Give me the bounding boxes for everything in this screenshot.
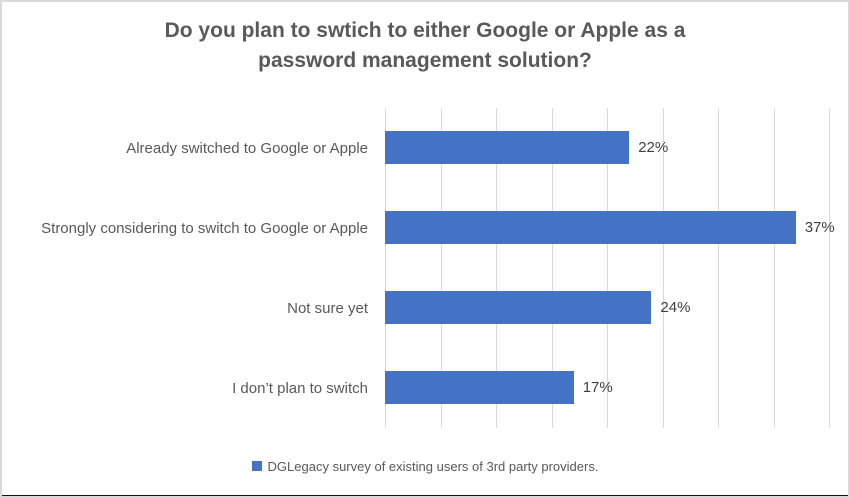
gridline [773, 108, 775, 428]
legend: DGLegacy survey of existing users of 3rd… [2, 454, 848, 478]
bar [385, 131, 630, 164]
category-label: I don’t plan to switch [232, 379, 368, 397]
chart-title: Do you plan to swtich to either Google o… [164, 19, 686, 73]
data-label: 24% [660, 299, 691, 316]
legend-marker-icon [251, 461, 262, 471]
gridline [662, 108, 664, 428]
bar [385, 211, 796, 244]
plot-area: 22% 37% 24% 17% [385, 108, 835, 428]
data-label: 17% [582, 379, 613, 396]
bar-row: 37% [385, 188, 835, 268]
gridline [440, 108, 442, 428]
gridline [496, 108, 497, 428]
bar [385, 291, 652, 324]
gridline [718, 108, 719, 428]
bar-row: 22% [385, 108, 829, 188]
data-label: 22% [638, 139, 669, 156]
legend-label: DGLegacy survey of existing users of 3rd… [267, 458, 599, 474]
value-axis-line [385, 108, 386, 428]
data-label: 37% [804, 219, 835, 236]
gridline [829, 108, 830, 428]
category-label: Already switched to Google or Apple [126, 139, 368, 157]
gridline [551, 108, 553, 428]
category-label: Strongly considering to switch to Google… [41, 219, 368, 237]
gridline [607, 108, 608, 428]
bar-row: 17% [385, 348, 829, 428]
screenshot-bottom-edge [2, 495, 848, 496]
bar [385, 371, 574, 404]
category-label: Not sure yet [287, 299, 368, 317]
bar-row: 24% [385, 268, 829, 348]
